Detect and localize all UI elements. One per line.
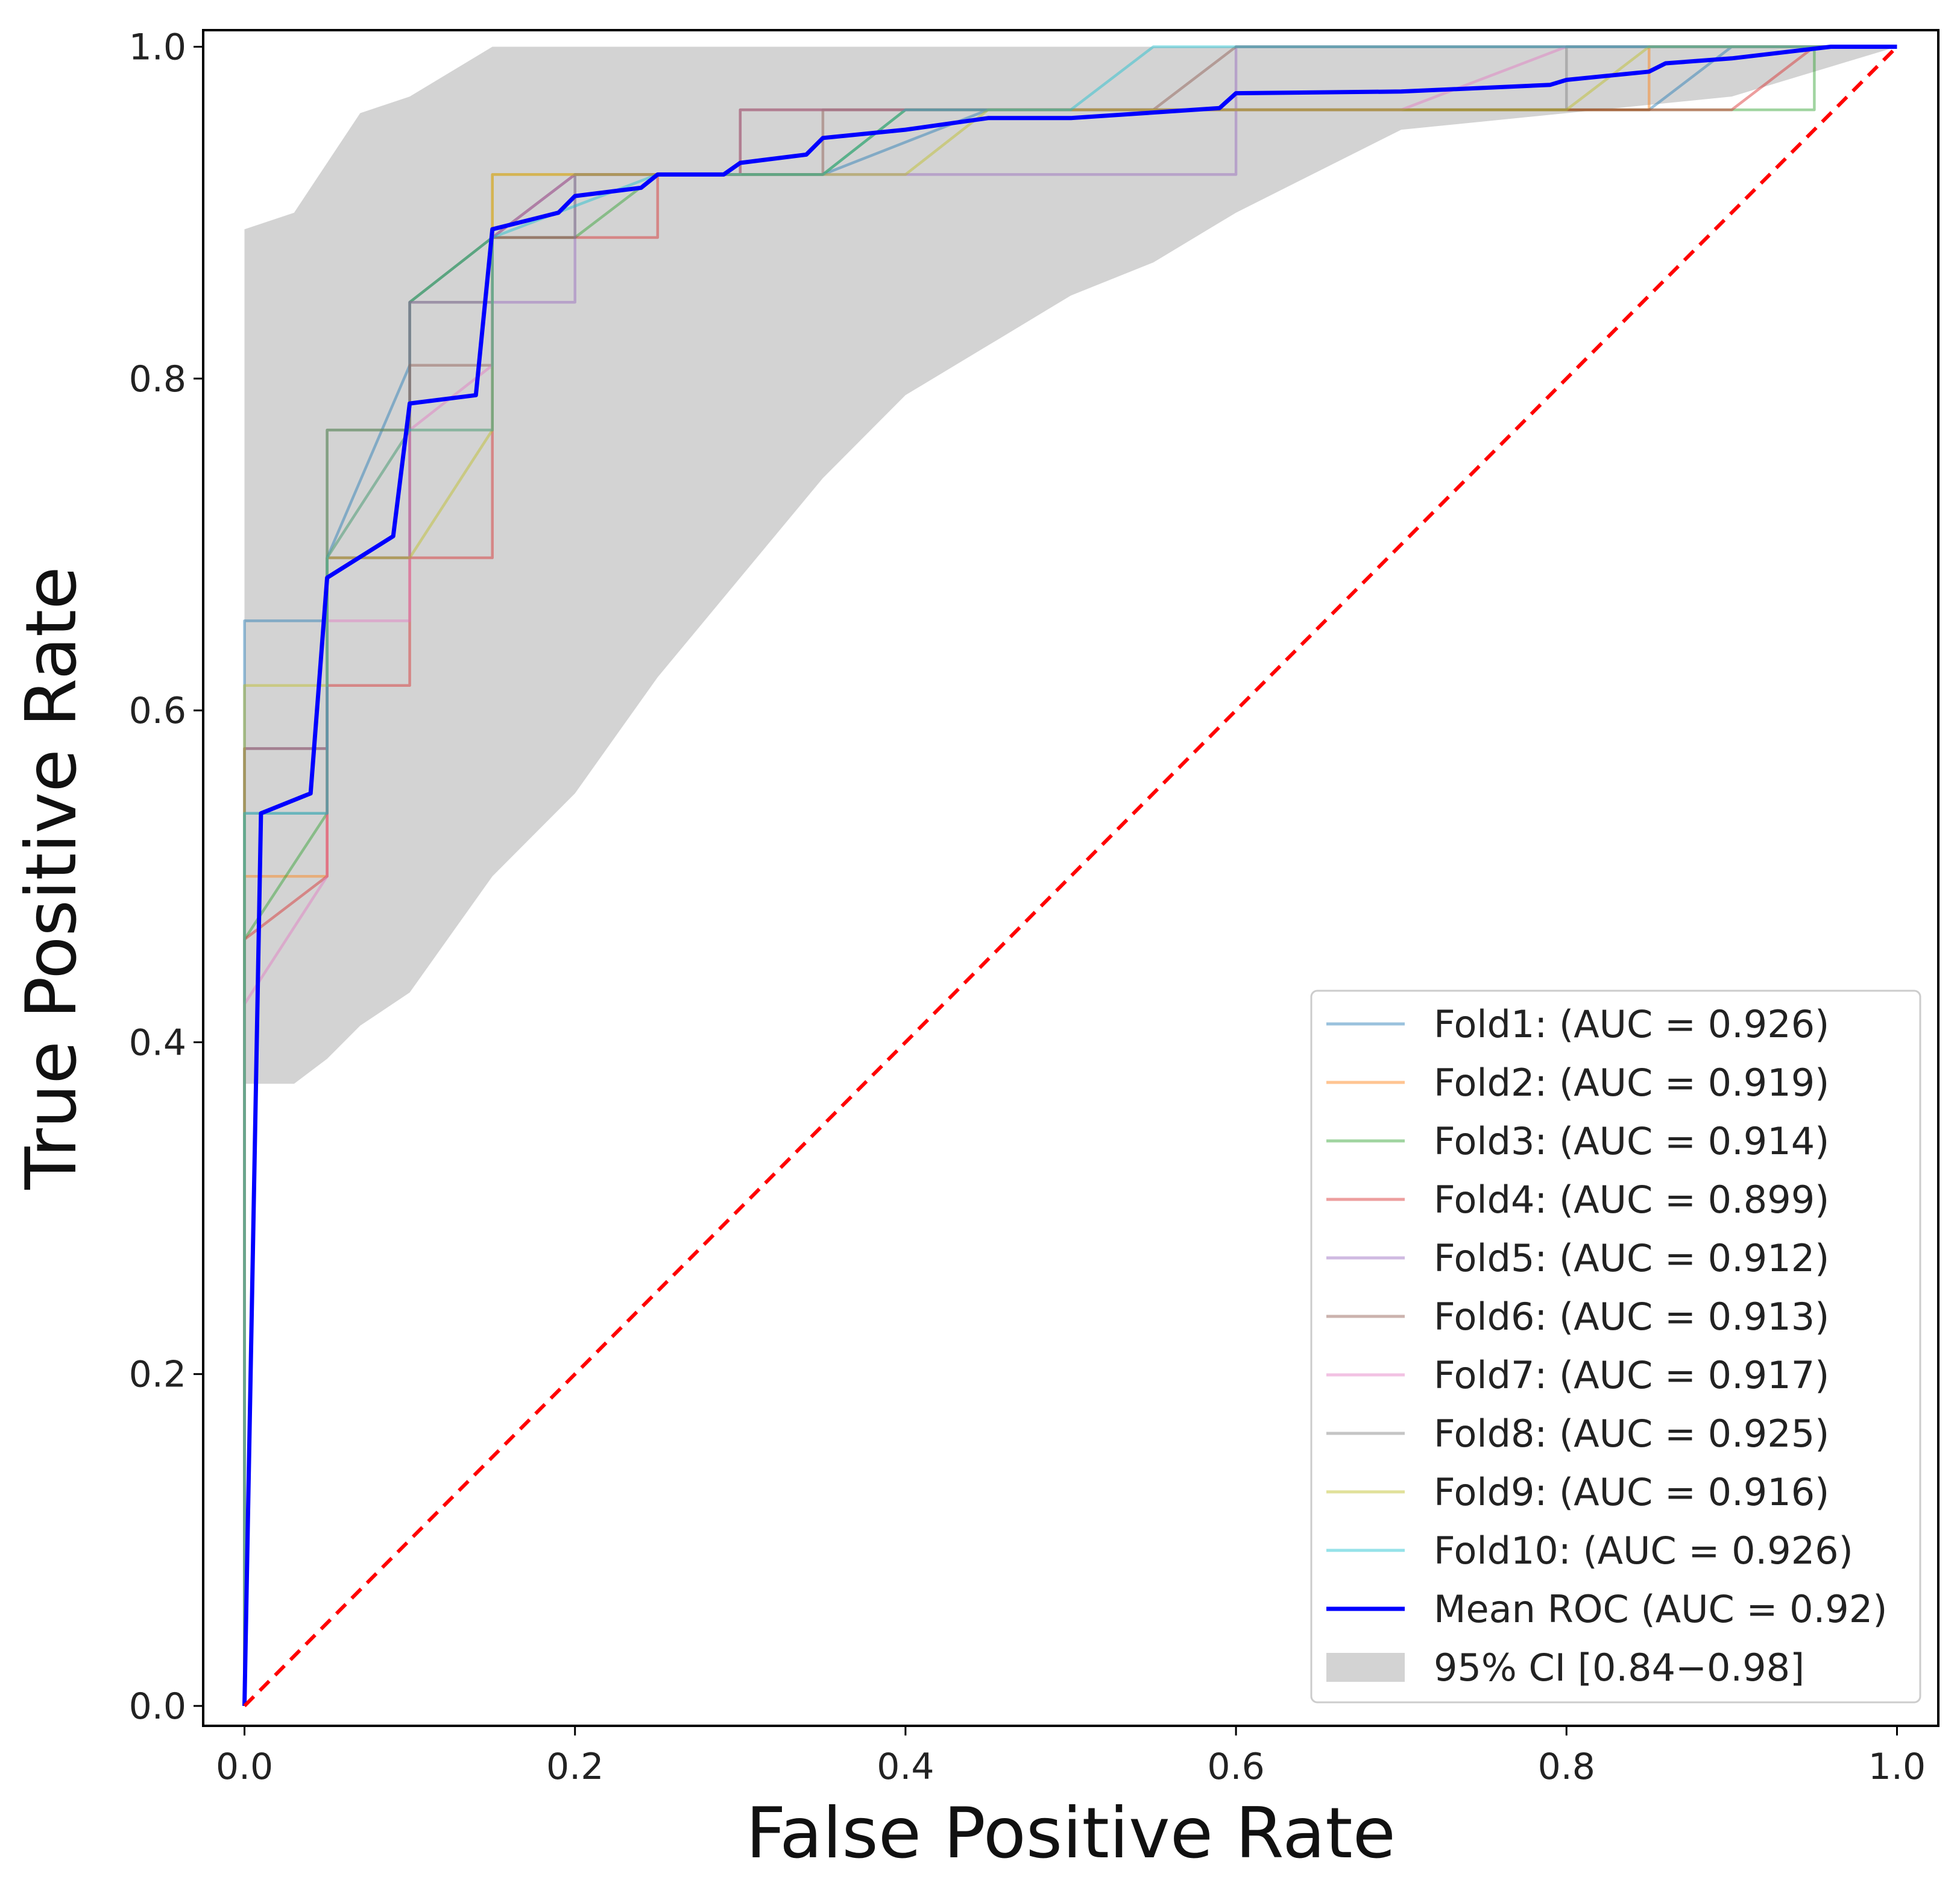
roc-line-fold2	[243, 45, 1897, 1706]
axes-frame	[202, 29, 1940, 1727]
roc-line-fold5	[243, 45, 1897, 1706]
y-axis-label: True Positive Rate	[11, 566, 92, 1190]
legend-label-fold4: Fold4: (AUC = 0.899)	[1434, 1178, 1829, 1222]
x-axis-label: False Positive Rate	[746, 1793, 1396, 1874]
y-tick-label: 0.0	[129, 1685, 186, 1728]
x-tick-label: 0.0	[216, 1746, 273, 1788]
legend-swatch-ci	[1326, 1653, 1405, 1682]
ci-band	[244, 46, 1897, 1084]
y-tick-label: 0.2	[129, 1354, 186, 1396]
mean-roc-line	[242, 45, 1897, 1707]
legend-label-fold5: Fold5: (AUC = 0.912)	[1434, 1236, 1829, 1280]
legend-label-fold3: Fold3: (AUC = 0.914)	[1434, 1119, 1829, 1163]
legend-label-fold7: Fold7: (AUC = 0.917)	[1434, 1353, 1829, 1397]
y-tick-label: 0.4	[129, 1022, 186, 1064]
axis-ticks: 0.0 0.2 0.4 0.6 0.8 1.0 0.0 0.2 0.4 0.6 0.8 1.0	[129, 27, 1926, 1788]
legend-label-fold6: Fold6: (AUC = 0.913)	[1434, 1295, 1829, 1339]
plot-clip-group	[242, 45, 1899, 1708]
x-tick-label: 0.2	[546, 1746, 603, 1788]
x-tick-label: 0.4	[877, 1746, 934, 1788]
plot-area	[242, 45, 1899, 1708]
y-tick-label: 1.0	[129, 27, 186, 69]
legend-label-ci: 95% CI [0.84−0.98]	[1434, 1646, 1804, 1690]
roc-line-fold9	[243, 45, 1897, 1706]
legend-label-fold9: Fold9: (AUC = 0.916)	[1434, 1470, 1829, 1514]
legend-label-fold2: Fold2: (AUC = 0.919)	[1434, 1061, 1829, 1105]
roc-line-fold6	[243, 45, 1897, 1706]
x-tick-label: 0.6	[1207, 1746, 1264, 1788]
roc-line-fold7	[243, 45, 1897, 1706]
legend-label-fold8: Fold8: (AUC = 0.925)	[1434, 1412, 1829, 1456]
y-tick-label: 0.8	[129, 358, 186, 400]
legend-label-fold1: Fold1: (AUC = 0.926)	[1434, 1002, 1829, 1046]
legend-label-mean-roc: Mean ROC (AUC = 0.92)	[1434, 1587, 1887, 1631]
legend: Fold1: (AUC = 0.926) Fold2: (AUC = 0.919)…	[1310, 990, 1921, 1704]
legend-label-fold10: Fold10: (AUC = 0.926)	[1434, 1529, 1853, 1573]
legend-box	[1310, 990, 1921, 1704]
roc-line-fold3	[243, 45, 1897, 1706]
x-tick-label: 0.8	[1538, 1746, 1595, 1788]
x-tick-label: 1.0	[1868, 1746, 1926, 1788]
y-tick-label: 0.6	[129, 690, 186, 732]
